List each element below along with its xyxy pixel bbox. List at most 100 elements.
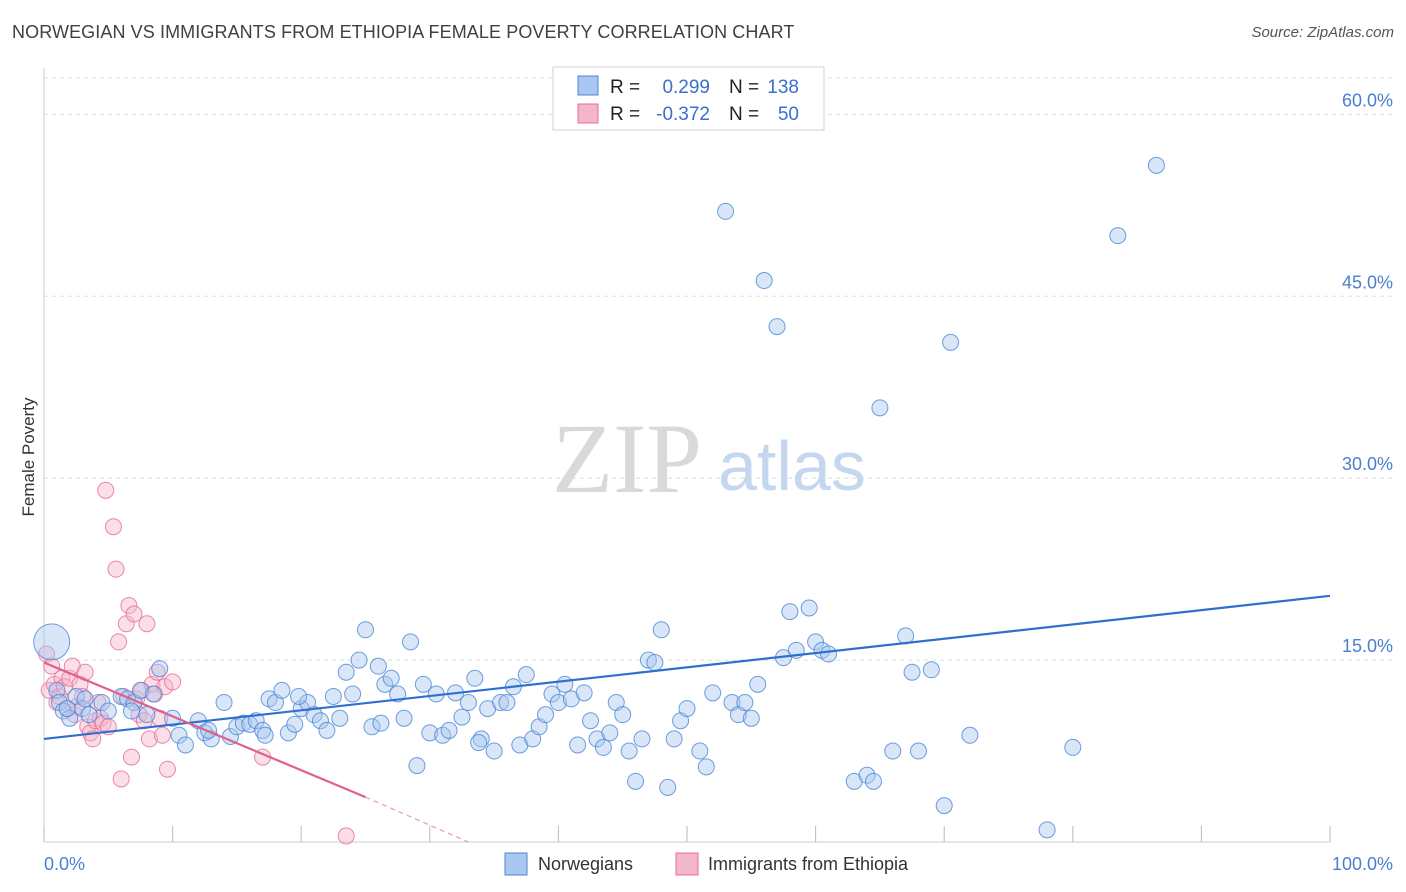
- gridlines: [44, 77, 1393, 661]
- norwegian-point-55: [421, 724, 439, 742]
- norwegian-point-118: [884, 742, 902, 760]
- norwegian-point-53: [408, 757, 426, 775]
- norwegian-point-126: [1038, 821, 1056, 839]
- norwegian-point-120: [903, 663, 921, 681]
- norwegian-point-38: [311, 712, 329, 730]
- norwegian-point-93: [665, 730, 683, 748]
- y-tick-label-45: 45.0%: [1342, 272, 1393, 292]
- y-tick-label-60: 60.0%: [1342, 90, 1393, 110]
- norwegian-point-48: [376, 675, 394, 693]
- norwegian-point-23: [215, 694, 233, 712]
- norwegian-point-54: [414, 675, 432, 693]
- norwegian-point-116: [864, 772, 882, 790]
- chart-title: NORWEGIAN VS IMMIGRANTS FROM ETHIOPIA FE…: [12, 22, 795, 42]
- norwegian-point-115: [858, 766, 876, 784]
- ethiopia-trend-line: [43, 661, 366, 799]
- y-tick-labels: 15.0% 30.0% 45.0% 60.0%: [1342, 90, 1393, 656]
- trend-lines: [43, 594, 1331, 843]
- legend-r-label-1: R =: [610, 77, 640, 98]
- norwegian-point-121: [909, 742, 927, 760]
- norwegian-point-82: [594, 738, 612, 756]
- ethiopia-point-49: [337, 827, 355, 845]
- norwegian-point-122: [922, 661, 940, 679]
- legend-n-value-2: 50: [778, 104, 799, 125]
- legend-swatch-pink: [577, 103, 599, 124]
- norwegian-point-51: [395, 709, 413, 727]
- norwegian-point-117: [871, 399, 889, 417]
- norwegian-point-79: [575, 684, 593, 702]
- y-tick-label-30: 30.0%: [1342, 454, 1393, 474]
- ethiopia-point-14: [74, 687, 92, 705]
- norwegian-point-16: [151, 660, 169, 678]
- ethiopia-point-38: [138, 615, 156, 633]
- norwegian-point-4: [61, 709, 79, 727]
- norwegian-point-131: [76, 690, 94, 708]
- ethiopia-point-31: [120, 597, 138, 615]
- norwegian-point-103: [742, 709, 760, 727]
- norwegian-point-78: [569, 736, 587, 754]
- bottom-legend-ethiopia: Immigrants from Ethiopia: [708, 854, 909, 874]
- ethiopia-point-33: [125, 605, 143, 623]
- y-tick-label-15: 15.0%: [1342, 636, 1393, 656]
- norwegian-point-49: [382, 669, 400, 687]
- norwegian-point-45: [357, 621, 374, 639]
- ethiopia-point-28: [112, 770, 130, 788]
- norwegian-trend-line: [43, 594, 1331, 741]
- norwegian-point-137: [470, 734, 488, 752]
- legend-r-value-1: 0.299: [662, 77, 710, 98]
- norwegian-point-70: [517, 666, 535, 684]
- x-tick-label-min: 0.0%: [44, 854, 85, 874]
- norwegian-point-108: [781, 603, 799, 621]
- norwegian-point-47: [369, 657, 387, 675]
- norwegian-point-62: [466, 669, 484, 687]
- norwegian-point-104: [749, 675, 767, 693]
- axes: [43, 68, 1331, 843]
- norwegian-point-19: [176, 736, 194, 754]
- norwegian-point-13: [131, 681, 149, 699]
- norwegian-point-65: [485, 742, 503, 760]
- norwegian-point-134: [256, 726, 274, 744]
- norwegian-point-86: [620, 742, 638, 760]
- legend-box: R = 0.299 N = 138 R = -0.372 N = 50: [552, 66, 825, 131]
- ethiopia-point-39: [140, 730, 158, 748]
- norwegian-point-29: [254, 721, 272, 739]
- norwegian-point-91: [652, 621, 670, 639]
- legend-n-label-1: N =: [729, 77, 759, 98]
- norwegian-point-83: [601, 724, 619, 742]
- norwegian-point-44: [350, 651, 368, 669]
- norwegian-point-73: [537, 706, 555, 724]
- norwegian-point-102: [736, 694, 754, 712]
- norwegian-point-52: [402, 633, 420, 651]
- source-label: Source: ZipAtlas.com: [1251, 24, 1394, 41]
- norwegian-point-85: [614, 706, 632, 724]
- ethiopia-points: [38, 481, 355, 845]
- bottom-legend: Norwegians Immigrants from Ethiopia: [504, 852, 909, 876]
- norwegian-point-87: [627, 772, 645, 790]
- norwegian-point-33: [279, 724, 297, 742]
- norwegian-point-58: [440, 721, 458, 739]
- legend-n-label-2: N =: [729, 104, 759, 125]
- norwegian-point-26: [234, 714, 252, 732]
- norwegian-point-60: [453, 708, 471, 726]
- norwegian-point-40: [324, 687, 342, 705]
- norwegian-point-7: [80, 706, 98, 724]
- norwegian-point-98: [704, 684, 722, 702]
- norwegian-point-37: [305, 706, 323, 724]
- norwegian-point-95: [678, 700, 696, 718]
- norwegian-point-129: [1147, 156, 1165, 174]
- norwegian-point-110: [800, 599, 818, 617]
- norwegian-point-76: [556, 675, 574, 693]
- norwegian-point-34: [286, 715, 304, 733]
- norwegian-point-89: [639, 651, 657, 669]
- norwegian-point-123: [935, 797, 953, 815]
- norwegian-point-90: [646, 654, 664, 672]
- ethiopia-point-23: [97, 481, 115, 499]
- norwegian-point-8: [93, 694, 111, 712]
- ethiopia-trend-extension: [365, 796, 469, 843]
- norwegian-point-74: [543, 685, 561, 703]
- norwegian-point-105: [755, 272, 773, 290]
- norwegian-point-99: [717, 202, 735, 220]
- ethiopia-point-46: [158, 760, 176, 778]
- norwegian-point-43: [344, 685, 362, 703]
